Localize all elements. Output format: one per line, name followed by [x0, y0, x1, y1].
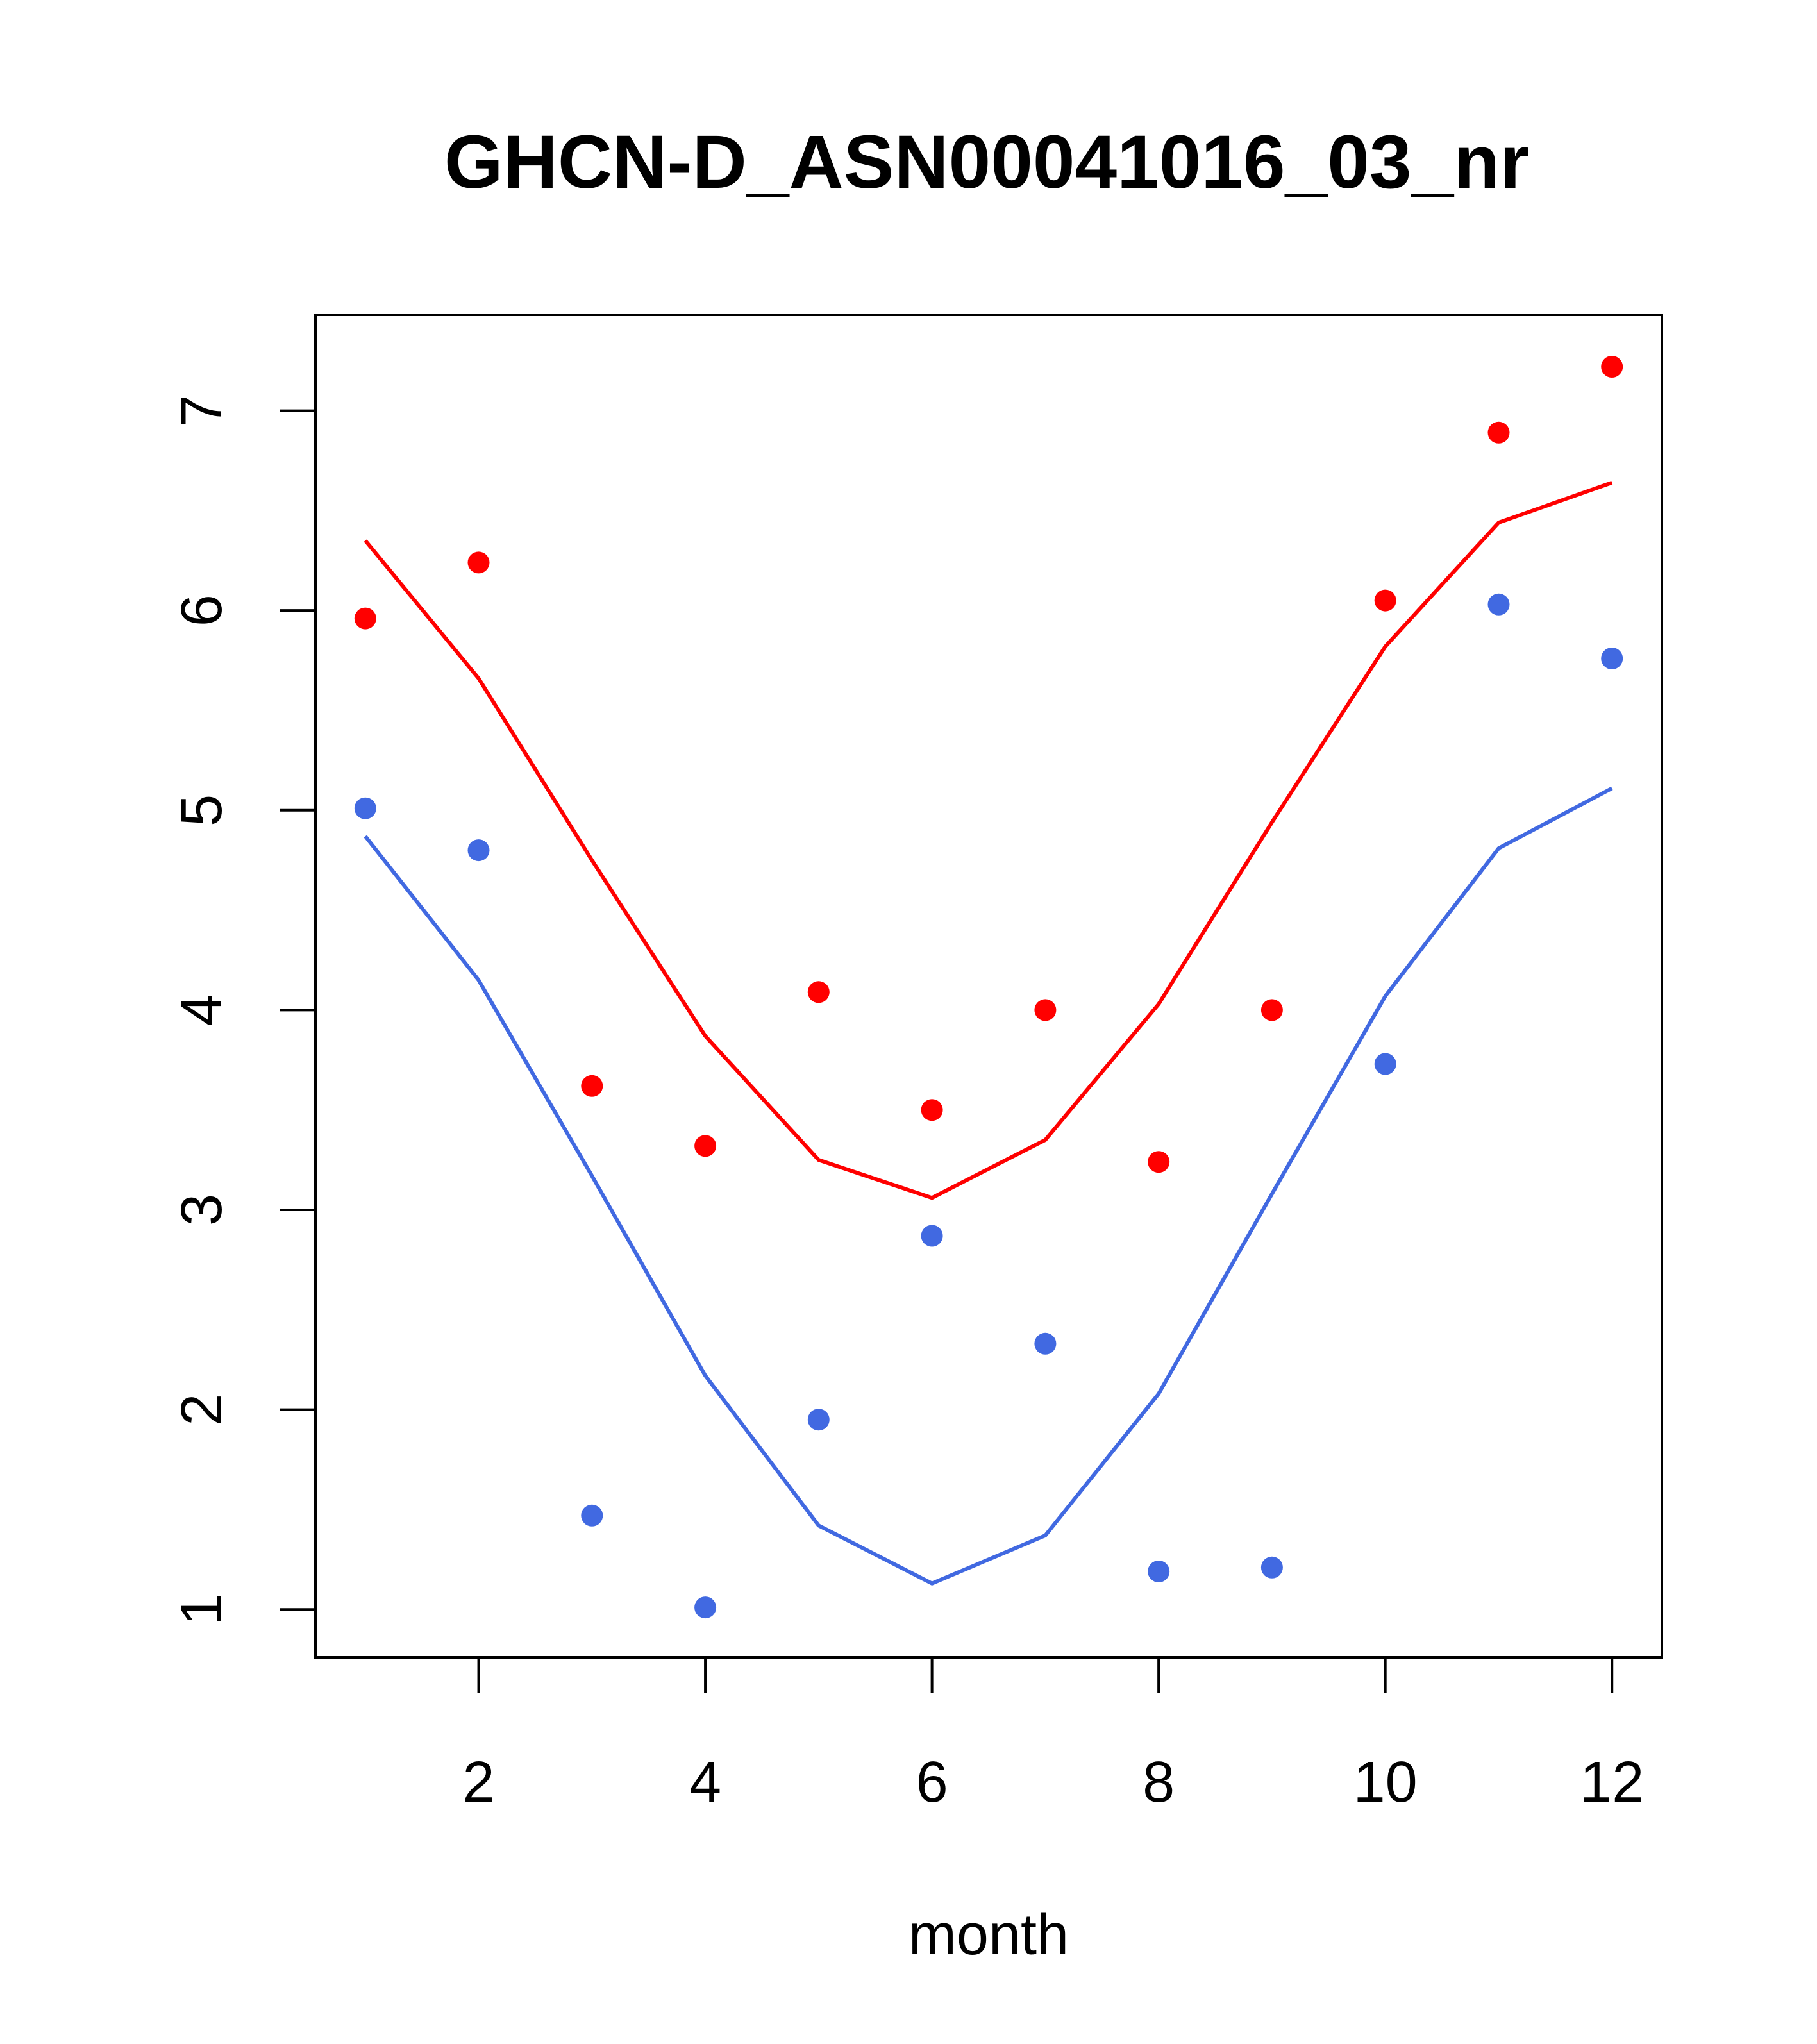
x-tick-label: 8	[1143, 1750, 1175, 1814]
y-tick-label: 4	[170, 994, 234, 1026]
x-tick-label: 2	[463, 1750, 495, 1814]
series-1-point	[807, 981, 830, 1003]
y-tick-label: 1	[170, 1593, 234, 1625]
series-2-point	[467, 839, 490, 862]
series-1-point	[581, 1075, 603, 1097]
series-2-point	[354, 797, 376, 819]
series-2-point	[1260, 1556, 1283, 1579]
series-2-point	[694, 1596, 717, 1619]
y-tick-label: 3	[170, 1194, 234, 1226]
series-2-point	[581, 1504, 603, 1527]
series-2-point	[807, 1409, 830, 1431]
plot-frame	[314, 314, 1663, 1659]
x-tick-label: 12	[1580, 1750, 1644, 1814]
series-1-point	[1260, 999, 1283, 1021]
y-tick-label: 7	[170, 395, 234, 427]
series-2-line	[364, 786, 1613, 1586]
series-2-point	[1487, 593, 1510, 616]
chart-title: GHCN-D_ASN00041016_03_nr	[444, 120, 1529, 205]
series-2-point	[1601, 648, 1623, 669]
series-2-point	[1034, 1332, 1057, 1355]
y-tick-label: 5	[170, 794, 234, 826]
y-tick-label: 6	[170, 594, 234, 626]
x-tick-label: 10	[1353, 1750, 1418, 1814]
series-1-point	[354, 607, 376, 630]
series-1-point	[1148, 1151, 1170, 1173]
series-1-point	[1034, 999, 1057, 1021]
series-1-point	[467, 551, 490, 574]
series-2-point	[1148, 1561, 1170, 1582]
x-tick-label: 6	[916, 1750, 948, 1814]
y-axis: 1 2 3 4 5 6 7	[170, 395, 315, 1625]
series-2-point	[921, 1225, 943, 1247]
series-1-point	[1374, 589, 1396, 612]
series-1-point	[694, 1135, 717, 1157]
y-tick-label: 2	[170, 1394, 234, 1426]
series-layer	[354, 356, 1623, 1619]
series-2-point	[1374, 1053, 1396, 1075]
series-1-point	[1487, 421, 1510, 444]
series-1-point	[921, 1099, 943, 1121]
series-1-point	[1601, 356, 1623, 378]
x-axis: 2 4 6 8 10 12	[463, 1657, 1644, 1814]
x-tick-label: 4	[689, 1750, 721, 1814]
x-axis-label: month	[908, 1903, 1069, 1967]
series-1-line	[364, 480, 1613, 1200]
